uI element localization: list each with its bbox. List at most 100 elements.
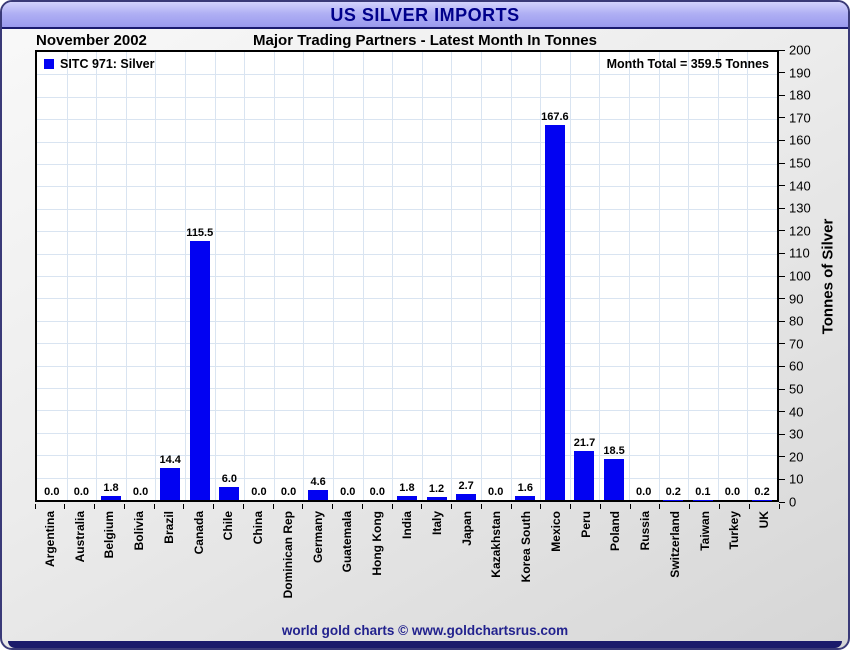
bar-column: 0.2 [658,52,688,500]
y-tick-label: 120 [789,223,811,239]
x-tick-mark [242,504,244,509]
legend-label: SITC 971: Silver [60,57,155,71]
y-tick-label: 40 [789,404,804,420]
bar-column: 0.0 [363,52,393,500]
x-tick-mark [748,504,750,509]
x-category-label: Belgium [95,504,125,624]
bar-column: 0.0 [629,52,659,500]
x-category-label: Italy [422,504,452,624]
y-tick-mark [779,343,785,345]
x-category-label-text: Australia [72,511,87,563]
x-tick-mark [123,504,125,509]
bar-value-label: 0.0 [132,486,149,498]
x-category-label: Korea South [511,504,541,624]
x-tick-mark [599,504,601,509]
y-tick-label: 60 [789,358,804,374]
horizontal-gridline [37,298,777,300]
x-category-label: Poland [600,504,630,624]
bar-value-label: 0.0 [340,486,356,498]
bar-value-label: 14.4 [159,453,181,466]
horizontal-gridline [37,164,777,165]
horizontal-gridline [37,276,777,277]
x-category-label-text: Japan [459,511,474,546]
bar [426,497,447,500]
x-category-label: India [392,504,422,624]
bar [308,489,329,500]
y-tick-label: 200 [789,42,811,58]
month-total-annotation: Month Total = 359.5 Tonnes [606,57,769,71]
horizontal-gridline [37,320,777,322]
x-category-label-text: India [399,511,414,540]
x-tick-mark [778,504,780,509]
x-category-label: Taiwan [690,504,720,624]
x-category-label-text: China [251,511,266,545]
x-category-label: Brazil [154,504,184,624]
x-tick-mark [153,504,155,509]
bar [100,495,121,500]
bar-column: 0.0 [244,52,274,500]
bar-column: 1.6 [511,52,541,500]
x-category-label-text: Kazakhstan [489,511,504,578]
y-tick-label: 180 [789,87,811,103]
x-category-label: Bolivia [124,504,154,624]
subtitle-bar: November 2002 Major Trading Partners - L… [2,31,848,51]
x-category-label: Australia [65,504,95,624]
y-tick-label: 110 [789,245,810,261]
horizontal-gridline [37,119,777,121]
bar-column: 2.7 [451,52,481,500]
y-tick-label: 170 [789,110,811,126]
x-tick-mark [64,504,66,509]
x-category-label: UK [749,504,779,624]
horizontal-gridline [37,208,777,210]
bar-value-label: 167.6 [541,110,569,123]
x-tick-mark [718,504,720,509]
horizontal-gridline [37,186,777,188]
bar-value-label: 6.0 [221,472,238,485]
y-tick-mark [779,433,785,435]
legend: SITC 971: Silver [44,57,155,71]
bar-column: 14.4 [155,52,185,500]
x-category-label: Japan [452,504,482,624]
x-axis: Argentina Australia Belgium Bolivia Brazil Ca… [34,504,780,624]
x-category-label-text: Taiwan [697,511,712,551]
y-tick-mark [779,501,785,503]
page-title: US SILVER IMPORTS [330,5,520,25]
x-category-label: Canada [184,504,214,624]
bar-column: 167.6 [540,52,570,500]
bar-column: 1.8 [96,52,126,500]
x-category-label: Dominican Rep [273,504,303,624]
y-tick-mark [779,162,785,164]
horizontal-gridline [37,365,777,367]
x-category-label-text: Italy [429,511,444,536]
bar [160,467,181,500]
bar-value-label: 1.8 [399,481,415,494]
x-category-label: Mexico [541,504,571,624]
bar [574,451,595,500]
x-category-label: China [243,504,273,624]
x-tick-mark [302,504,304,509]
y-tick-mark [779,72,785,74]
y-tick-mark [779,365,785,367]
bar-value-label: 0.0 [73,486,90,498]
y-tick-label: 160 [789,132,811,148]
bar-value-label: 0.2 [754,485,770,498]
x-category-label-text: Peru [578,511,593,538]
x-category-label: Argentina [35,504,65,624]
y-tick-label: 10 [789,471,804,487]
y-tick-label: 20 [789,449,804,465]
y-tick-label: 90 [789,291,804,307]
horizontal-gridline [37,141,777,143]
y-tick-label: 80 [789,313,804,329]
bar-column: 18.5 [599,52,629,500]
y-tick-label: 130 [789,200,811,216]
bar-value-label: 0.1 [695,485,711,498]
bar-value-label: 2.7 [458,479,474,492]
x-category-label: Germany [303,504,333,624]
x-category-label-text: Canada [191,511,206,555]
x-tick-mark [480,504,482,509]
x-tick-mark [332,504,334,509]
x-tick-mark [570,504,572,509]
x-category-label: Chile [214,504,244,624]
bar-column: 0.0 [67,52,97,500]
bar-value-label: 115.5 [186,227,214,240]
